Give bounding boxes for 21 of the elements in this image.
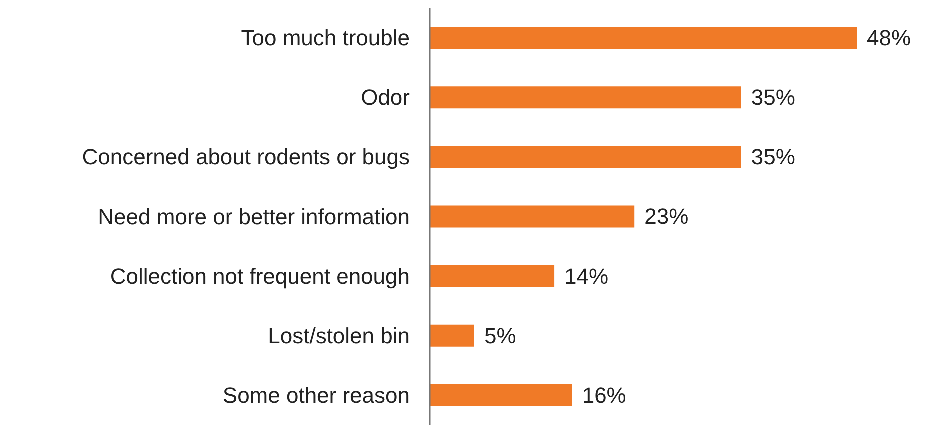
y-tick-label: Need more or better information: [98, 204, 410, 230]
data-label: 14%: [564, 264, 609, 289]
bar: [430, 27, 857, 49]
bar: [430, 265, 555, 288]
data-label: 23%: [644, 204, 689, 230]
bar: [430, 384, 572, 406]
y-tick-label: Concerned about rodents or bugs: [82, 144, 410, 170]
y-tick-label: Too much trouble: [241, 26, 410, 51]
y-tick-label: Odor: [361, 85, 410, 110]
bar: [430, 146, 742, 168]
y-tick-label: Lost/stolen bin: [268, 323, 410, 348]
y-tick-label: Collection not frequent enough: [110, 264, 410, 289]
bar: [430, 324, 474, 347]
bar: [430, 86, 742, 109]
data-label: 35%: [751, 85, 796, 110]
bar: [430, 206, 635, 228]
data-label: 5%: [484, 323, 516, 348]
data-label: 35%: [751, 144, 796, 170]
data-label: 16%: [582, 382, 626, 408]
y-tick-label: Some other reason: [222, 383, 410, 408]
data-label: 48%: [867, 26, 912, 50]
